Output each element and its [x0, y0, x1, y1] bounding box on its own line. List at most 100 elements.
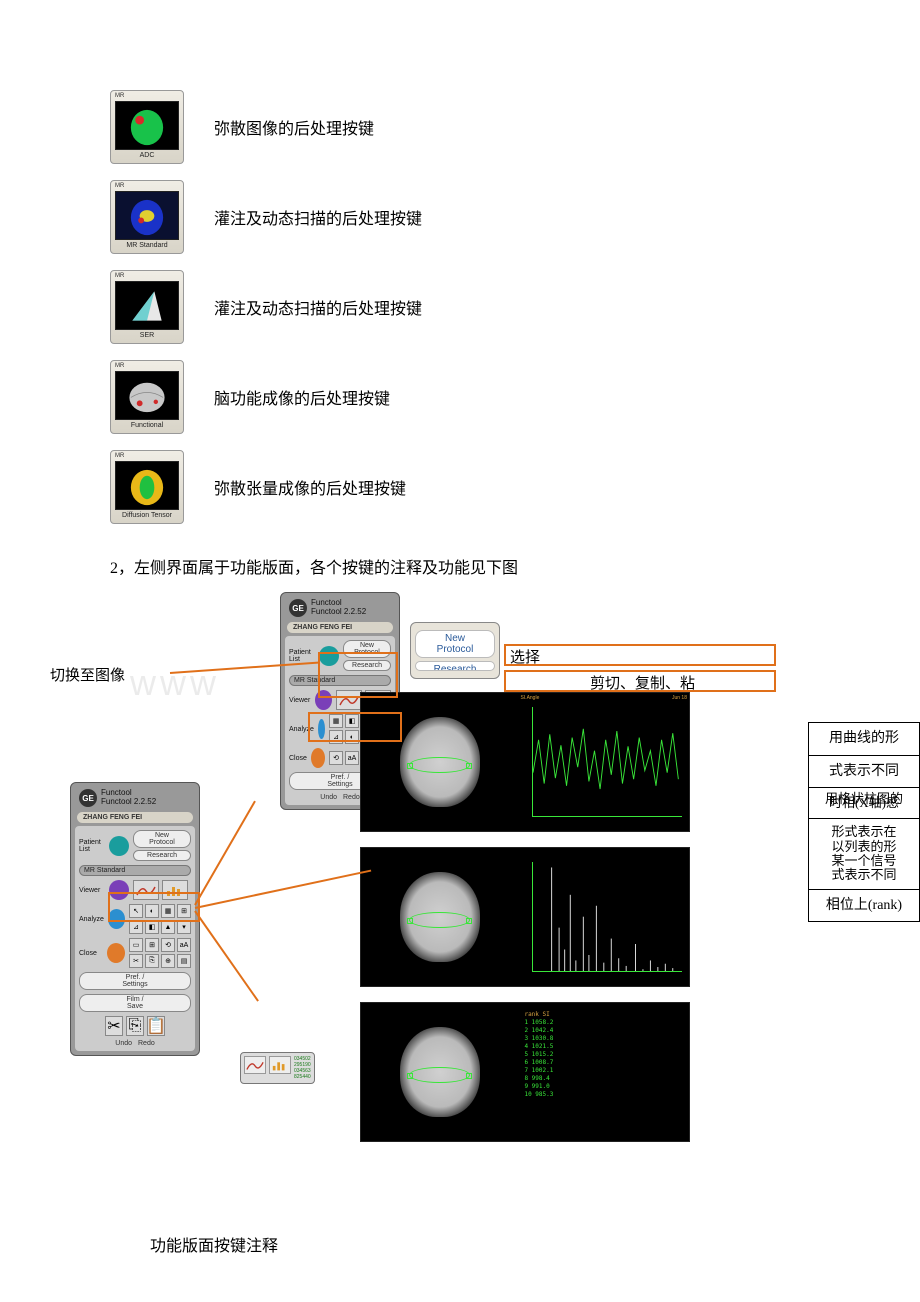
callout-select: 选择 — [510, 646, 540, 667]
popup-research[interactable]: Research — [415, 661, 495, 671]
tool-icon[interactable]: ⊿ — [129, 920, 143, 934]
undo-button[interactable]: Undo — [320, 794, 337, 801]
panel-title: Functool Functool 2.2.52 — [311, 599, 366, 617]
list-row: 9 991.0 — [524, 1083, 683, 1090]
highlight-box — [504, 644, 776, 666]
callout-line — [195, 870, 371, 909]
list-plot: rank SI 1 1058.2 2 1042.4 3 1030.8 4 102… — [518, 1003, 689, 1141]
tool-icon[interactable]: ⊕ — [161, 954, 175, 968]
film-save-button[interactable]: Film / Save — [79, 994, 191, 1012]
tool-icon[interactable]: aA — [177, 938, 191, 952]
list-row: 6 1008.7 — [524, 1059, 683, 1066]
scan-row-curve: SI.Angle Jun 18 — [360, 692, 690, 832]
list-row: 10 985.3 — [524, 1091, 683, 1098]
panel-header: GE Functool Functool 2.2.52 — [75, 787, 195, 809]
icon-desc: 弥散图像的后处理按键 — [214, 115, 374, 139]
ge-logo-icon: GE — [289, 599, 307, 617]
adc-icon — [115, 101, 179, 150]
tool-icon[interactable]: aA — [345, 751, 359, 765]
label-patient: Patient List — [289, 649, 315, 663]
scan-row-list: rank SI 1 1058.2 2 1042.4 3 1030.8 4 102… — [360, 1002, 690, 1142]
close-button[interactable] — [311, 748, 325, 768]
note-grid: 用格状柱图的 时相(X轴)感 — [809, 788, 919, 819]
tool-icon[interactable]: ▤ — [177, 954, 191, 968]
row-close: Close ▭⊞⟲aA ✂⎘⊕▤ — [79, 938, 191, 968]
label-analyze: Analyze — [79, 916, 104, 923]
note-sig1: 某一个信号 — [813, 854, 915, 868]
micro-label: 825440 — [294, 1074, 311, 1080]
tool-icon[interactable]: ▲ — [161, 920, 175, 934]
redo-button[interactable]: Redo — [138, 1040, 155, 1047]
icon-hdr: MR — [113, 453, 181, 459]
research-button[interactable]: Research — [133, 850, 191, 861]
copy-icon[interactable]: ⎘ — [126, 1016, 144, 1036]
brain-icon — [400, 717, 480, 807]
list-row: 3 1030.8 — [524, 1035, 683, 1042]
figure-area: www GE Functool Functool 2.2.52 ZHANG FE… — [110, 592, 810, 1202]
bar-mode-icon[interactable] — [269, 1056, 291, 1074]
brain-icon — [400, 872, 480, 962]
tool-icon[interactable]: ⊞ — [145, 938, 159, 952]
note-rank: 相位上(rank) — [809, 890, 919, 922]
cut-icon[interactable]: ✂ — [105, 1016, 123, 1036]
figure-caption: 功能版面按键注释 — [150, 1232, 810, 1256]
tool-icon[interactable]: ✂ — [129, 954, 143, 968]
redo-button[interactable]: Redo — [343, 794, 360, 801]
list-row: 5 1015.2 — [524, 1051, 683, 1058]
roi-ellipse — [409, 757, 470, 773]
scan-row-bars — [360, 847, 690, 987]
title-line2: Functool 2.2.52 — [311, 608, 366, 617]
tool-icon[interactable]: ⟲ — [329, 751, 343, 765]
new-protocol-button[interactable]: New Protocol — [133, 830, 191, 848]
pref-settings-button[interactable]: Pref. / Settings — [79, 972, 191, 990]
popup-new-protocol[interactable]: New Protocol — [415, 630, 495, 658]
tool-icon[interactable]: ⟲ — [161, 938, 175, 952]
patient-list-button[interactable] — [109, 836, 129, 856]
note-curve1: 用曲线的形 — [809, 723, 919, 756]
patient-name: ZHANG FENG FEI — [287, 622, 393, 633]
undo-button[interactable]: Undo — [115, 1040, 132, 1047]
highlight-box — [318, 652, 398, 698]
icon-row-ser: MR SER 灌注及动态扫描的后处理按键 — [110, 270, 810, 344]
tool-icon[interactable]: ◧ — [145, 920, 159, 934]
note-curve2: 式表示不同 — [809, 756, 919, 789]
icon-thumb: MR MR Standard — [110, 180, 184, 254]
brain-view — [361, 848, 518, 986]
highlight-box — [308, 712, 402, 742]
icon-desc: 脑功能成像的后处理按键 — [214, 385, 390, 409]
curve-mode-icon[interactable] — [244, 1056, 266, 1074]
note-list: 形式表示在 以列表的形 某一个信号 式表示不同 — [809, 819, 919, 889]
protocol-popup: New Protocol Research — [410, 622, 500, 679]
row-patient: Patient List New Protocol Research — [79, 830, 191, 861]
highlight-box — [108, 892, 200, 922]
icon-row-functional: MR Functional 脑功能成像的后处理按键 — [110, 360, 810, 434]
close-button[interactable] — [107, 943, 125, 963]
tool-icon[interactable]: ▾ — [177, 920, 191, 934]
icon-hdr: MR — [113, 93, 181, 99]
panel-body: Patient List New Protocol Research MR St… — [75, 826, 195, 1051]
label-close: Close — [289, 755, 307, 762]
watermark: www — [130, 662, 220, 704]
icon-row-dti: MR Diffusion Tensor 弥散张量成像的后处理按键 — [110, 450, 810, 524]
mr-standard-icon — [115, 191, 179, 240]
micro-labels: 034502 295190 034563 825440 — [294, 1056, 311, 1080]
plot-meta: Jun 18 — [672, 695, 687, 701]
tool-icon[interactable]: ▭ — [129, 938, 143, 952]
patient-name: ZHANG FENG FEI — [77, 812, 193, 823]
mr-standard-bar[interactable]: MR Standard — [79, 865, 191, 876]
icon-label: SER — [113, 332, 181, 341]
icon-hdr: MR — [113, 363, 181, 369]
icon-label: MR Standard — [113, 242, 181, 251]
icon-row-mrstd: MR MR Standard 灌注及动态扫描的后处理按键 — [110, 180, 810, 254]
icon-label: Functional — [113, 422, 181, 431]
bar-plot — [518, 848, 689, 986]
callout-line — [194, 801, 256, 906]
tool-icon[interactable]: ⎘ — [145, 954, 159, 968]
note-list1: 形式表示在 — [813, 825, 915, 839]
callout-clipboard: 剪切、复制、粘 — [590, 672, 695, 693]
icon-row-adc: MR ADC 弥散图像的后处理按键 — [110, 90, 810, 164]
list-row: 7 1002.1 — [524, 1067, 683, 1074]
note-list2: 以列表的形 — [813, 840, 915, 854]
list-row: rank SI — [524, 1011, 683, 1018]
paste-icon[interactable]: 📋 — [147, 1016, 165, 1036]
